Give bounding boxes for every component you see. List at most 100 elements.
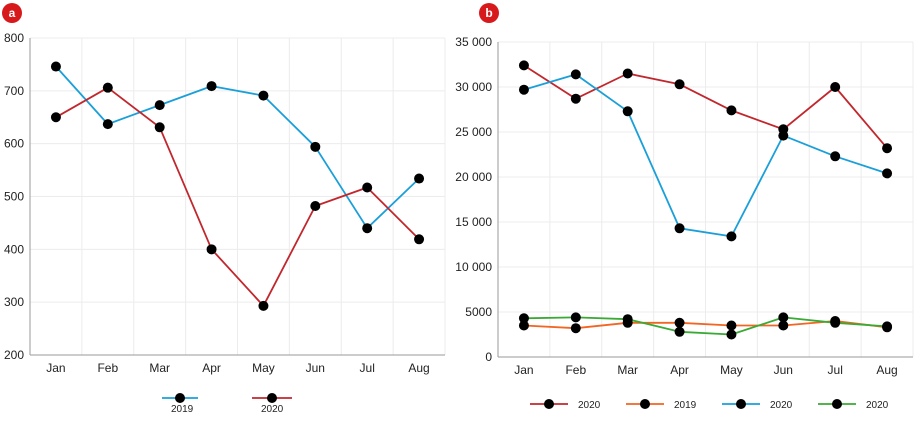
panel-a: a 200 300 400 500 600 700 800 Jan Feb Mar Apr May Ju… (2, 3, 446, 415)
panel-b-legend-2-marker (736, 399, 746, 409)
panel-b-series-3-point-1 (570, 312, 581, 323)
panel-a-series-0-point-1 (102, 119, 113, 130)
panel-b-ytick-label-5: 25 000 (455, 125, 492, 139)
panel-b-legend-3-marker (832, 399, 842, 409)
panel-b-series-3-line (523, 316, 888, 336)
panel-a-series-1-point-2 (154, 122, 165, 133)
panel-a-xtick-label-1: Feb (97, 361, 118, 375)
panel-a-ytick-label-0: 200 (4, 348, 24, 362)
panel-b-xtick-label-0: Jan (514, 363, 533, 377)
panel-b-xtick-label-2: Mar (617, 363, 638, 377)
panel-a-badge-label: a (9, 6, 16, 20)
panel-a-legend-0-marker (175, 393, 185, 403)
panel-a-series-1-line (55, 86, 420, 307)
panel-a-axes: 200 300 400 500 600 700 800 Jan Feb Mar Apr May Jun J… (4, 31, 445, 375)
panel-b-badge: b (479, 3, 499, 23)
panel-b-legend-3-label: 2020 (866, 400, 889, 411)
panel-b-ytick-label-2: 10 000 (455, 260, 492, 274)
panel-b-ytick-label-3: 15 000 (455, 215, 492, 229)
panel-b-xtick-label-4: May (720, 363, 743, 377)
panel-b-legend-0-label: 2020 (578, 400, 601, 411)
panel-a-ytick-label-5: 700 (4, 84, 24, 98)
panel-a-ytick-label-1: 300 (4, 295, 24, 309)
panel-b-series-0-point-1 (570, 93, 581, 104)
panel-a-legend: 2019 2020 (162, 393, 292, 415)
panel-b-series-2-point-0 (518, 84, 529, 95)
panel-a-legend-0-label: 2019 (171, 404, 194, 415)
panel-b-ytick-label-6: 30 000 (455, 80, 492, 94)
panel-b-gridlines (497, 41, 914, 358)
panel-b-legend: 2020 2019 2020 2020 (530, 399, 889, 411)
panel-a-legend-1-label: 2020 (261, 404, 284, 415)
panel-a-xtick-label-7: Aug (408, 361, 429, 375)
panel-a-ytick-label-2: 400 (4, 242, 24, 256)
panel-b-badge-label: b (485, 6, 492, 20)
panel-b-badge-circle (479, 3, 499, 23)
panel-b-series-3-point-4 (726, 329, 737, 340)
panel-b-series-3-point-6 (830, 317, 841, 328)
panel-a-series-0-line (55, 65, 420, 230)
panel-b-series-0-point-2 (622, 68, 633, 79)
panel-b-series-2-point-3 (674, 223, 685, 234)
panel-b-axes: 0 5000 10 000 15 000 20 000 25 000 30 000 35 00… (455, 35, 913, 377)
panel-a-series (50, 61, 425, 311)
panel-a-series-1-point-5 (310, 201, 321, 212)
panel-b-ytick-label-4: 20 000 (455, 170, 492, 184)
panel-a-xtick-label-2: Mar (149, 361, 170, 375)
panel-b-legend-2-label: 2020 (770, 400, 793, 411)
panel-b-series-2-point-1 (570, 69, 581, 80)
panel-b-series-3-point-3 (674, 326, 685, 337)
panel-b-series-0-point-6 (830, 82, 841, 92)
panel-b-series-1-point-0 (518, 320, 529, 331)
panel-a-series-1-point-4 (258, 300, 269, 311)
panel-b-series-3-point-5 (778, 312, 789, 323)
panel-a-series-0-point-5 (310, 141, 321, 152)
panel-b-series-0-point-7 (882, 143, 893, 154)
panel-b-legend-0-marker (544, 399, 554, 409)
panel-b-xtick-label-6: Jul (828, 363, 843, 377)
panel-b: b 0 5000 10 000 15 000 20 000 25 000 30 000 35 … (455, 3, 914, 411)
panel-b-ytick-label-7: 35 000 (455, 35, 492, 49)
panel-a-series-0-point-2 (154, 100, 165, 111)
panel-b-legend-1-marker (640, 399, 650, 409)
panel-a-ytick-label-4: 600 (4, 137, 24, 151)
panel-b-xtick-label-3: Apr (670, 363, 689, 377)
panel-a-badge: a (2, 3, 22, 23)
panel-b-series-2-point-2 (622, 106, 633, 117)
panel-b-series-3-point-7 (882, 321, 893, 332)
panel-a-series-0-point-3 (206, 81, 217, 92)
panel-b-ytick-label-1: 5000 (465, 305, 492, 319)
panel-b-series-1-point-4 (726, 320, 737, 331)
panel-a-xtick-label-5: Jun (306, 361, 325, 375)
panel-a-xtick-label-0: Jan (46, 361, 65, 375)
panel-a-xtick-label-4: May (252, 361, 275, 375)
panel-a-xtick-label-3: Apr (202, 361, 221, 375)
panel-a-legend-1-marker (267, 393, 277, 403)
panel-b-series-0-point-3 (674, 79, 685, 90)
panel-b-series-2-line (523, 73, 888, 238)
panel-a-ytick-label-3: 500 (4, 190, 24, 204)
panel-b-series-2-point-6 (830, 151, 841, 162)
panel-b-ytick-label-0: 0 (485, 350, 492, 364)
panel-a-series-1-point-1 (102, 82, 113, 93)
panel-b-series-1-point-3 (674, 317, 685, 328)
panel-b-series-0-line (523, 64, 888, 149)
panel-a-ytick-label-6: 800 (4, 31, 24, 45)
panel-b-series-1-point-5 (778, 320, 789, 331)
panel-b-series-0-point-4 (726, 105, 737, 116)
panel-b-xtick-label-1: Feb (565, 363, 586, 377)
panel-b-series-2-point-4 (726, 231, 737, 242)
panel-b-legend-1-label: 2019 (674, 400, 697, 411)
panel-a-series-1-point-6 (362, 182, 373, 193)
panel-b-series-2-point-5 (778, 130, 789, 141)
panel-b-series-2-point-7 (882, 168, 893, 179)
panel-a-badge-circle (2, 3, 22, 23)
panel-b-series-0-point-0 (518, 60, 529, 71)
panel-a-series-0-point-6 (362, 223, 373, 234)
panel-a-series-1-point-3 (206, 244, 217, 255)
panel-a-series-1-point-7 (414, 234, 425, 245)
panel-a-series-0-point-4 (258, 90, 269, 101)
panel-b-series (518, 60, 893, 340)
panel-b-xtick-label-5: Jun (774, 363, 793, 377)
